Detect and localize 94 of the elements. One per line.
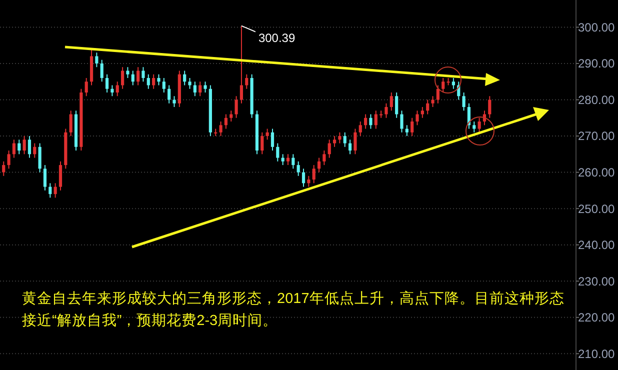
candlestick	[390, 92, 393, 112]
candlestick	[12, 139, 16, 158]
candlestick	[198, 81, 202, 97]
candlestick	[369, 114, 372, 130]
candlestick	[193, 81, 196, 97]
candlestick	[48, 182, 52, 198]
candlestick	[328, 139, 331, 158]
candlestick	[7, 150, 10, 170]
candlestick	[43, 164, 47, 191]
candlestick	[84, 77, 88, 97]
candlestick	[332, 136, 336, 148]
candlestick	[380, 110, 383, 118]
candlestick	[338, 132, 342, 144]
y-tick-label: 240.00	[578, 238, 616, 252]
candlestick	[276, 142, 280, 162]
candlestick	[234, 96, 238, 118]
candlestick	[410, 117, 414, 137]
candlestick	[292, 154, 295, 170]
candlestick	[183, 70, 186, 86]
candlestick	[2, 160, 6, 176]
candlestick	[374, 110, 378, 130]
candlestick	[219, 121, 222, 137]
candlestick	[22, 136, 26, 155]
candlestick	[436, 84, 440, 104]
candlestick	[364, 114, 368, 130]
y-tick-label: 270.00	[578, 129, 616, 144]
candlestick	[136, 66, 140, 86]
candlestick	[266, 128, 269, 140]
candlestick	[296, 160, 300, 176]
candlestick	[152, 74, 156, 90]
candlestick	[426, 99, 430, 115]
candlestick	[431, 96, 434, 108]
y-tick-label: 210.00	[578, 346, 616, 361]
candlestick	[28, 136, 32, 158]
candlestick	[302, 168, 306, 188]
candlestick	[405, 124, 408, 137]
candlestick	[131, 70, 134, 86]
candlestick	[420, 106, 424, 118]
candlestick	[69, 110, 72, 137]
candlestick	[33, 142, 36, 158]
y-tick-label: 300.00	[578, 20, 616, 34]
candlestick	[322, 150, 326, 166]
candlestick	[281, 154, 284, 166]
candlestick	[142, 66, 145, 82]
candlestick	[354, 128, 357, 155]
candlestick	[442, 77, 445, 93]
candlestick	[488, 96, 492, 118]
candlestick	[188, 77, 192, 90]
candlestick	[116, 81, 119, 97]
candlestick	[58, 160, 62, 191]
candlestick	[260, 132, 264, 155]
candlestick	[105, 74, 109, 93]
candlestick	[126, 66, 130, 78]
candlestick	[452, 77, 456, 90]
candlestick	[400, 110, 404, 133]
candlestick	[348, 139, 352, 155]
candlestick	[162, 77, 166, 93]
candlestick	[54, 182, 57, 198]
candlestick	[230, 110, 233, 122]
candlestick	[224, 114, 228, 130]
y-tick-label: 230.00	[578, 274, 616, 288]
annotation: 黄金自去年来形成较大的三角形形态，2017年低点上升，高点下降。目前这种形态接近“解放自我”，预期花费2-3周时间。	[22, 290, 564, 329]
candlestick	[204, 81, 207, 93]
y-tick-label: 290.00	[578, 56, 616, 71]
candlestick	[157, 74, 160, 86]
candlestick	[38, 142, 42, 173]
candlestick	[18, 139, 21, 155]
candlestick	[245, 74, 248, 90]
candlestick	[395, 92, 398, 118]
candlestick	[240, 25, 244, 104]
candlestick	[462, 92, 466, 112]
y-tick-label: 260.00	[578, 166, 616, 180]
candlestick	[312, 164, 316, 184]
candlestick	[95, 52, 98, 68]
candlestick	[472, 121, 476, 133]
candlestick	[146, 74, 150, 90]
y-tick-label: 220.00	[578, 310, 616, 325]
candlestick	[120, 66, 124, 90]
candlestick	[317, 157, 321, 173]
candlestick	[286, 154, 290, 166]
candlestick	[358, 121, 362, 137]
candlestick	[270, 128, 274, 152]
y-tick-label: 250.00	[578, 202, 616, 216]
candlestick	[343, 132, 346, 148]
candlestick	[168, 84, 171, 104]
candlestick	[416, 110, 419, 126]
y-tick-label: 280.00	[578, 92, 616, 107]
candlestick	[172, 96, 176, 108]
candlestick	[307, 175, 310, 188]
candlestick	[384, 102, 388, 118]
annotation: 300.39	[258, 30, 296, 45]
candlestick	[110, 84, 114, 97]
candlestick	[100, 59, 104, 82]
candlestick	[478, 117, 481, 133]
